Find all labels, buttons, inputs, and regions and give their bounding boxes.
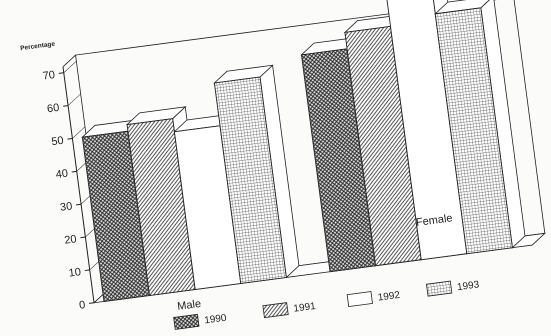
- y-tick-depth: [67, 93, 81, 106]
- legend-item-1993: 1993: [426, 279, 480, 297]
- y-tick-mark: [71, 170, 77, 173]
- y-tick-mark: [80, 236, 86, 239]
- category-labels: Male Female: [177, 212, 454, 313]
- legend-label: 1992: [377, 290, 401, 304]
- y-tick-depth: [72, 126, 86, 139]
- legend-swatch: [262, 302, 289, 319]
- legend: 1990 1991 1992 1993: [173, 279, 480, 330]
- y-tick-mark: [84, 269, 90, 272]
- legend-item-1990: 1990: [173, 313, 228, 330]
- legend-swatch: [173, 313, 200, 330]
- legend-label: 1993: [456, 279, 480, 293]
- y-tick-label: 30: [59, 200, 73, 213]
- bar-front: [434, 7, 513, 255]
- y-tick-mark: [89, 302, 95, 304]
- legend-item-1991: 1991: [262, 301, 317, 319]
- y-tick-label: 50: [51, 135, 65, 148]
- bar-male-1993: [213, 64, 300, 284]
- y-tick-mark: [67, 137, 73, 140]
- bars-group: [81, 0, 526, 302]
- bar-female-1993: [434, 0, 526, 255]
- legend-label: 1991: [293, 301, 317, 315]
- y-axis-top-edge: [62, 54, 76, 68]
- y-axis-line: [62, 66, 95, 303]
- y-tick-label: 10: [68, 266, 82, 279]
- y-tick-mark: [76, 203, 82, 206]
- category-label-male: Male: [177, 298, 202, 313]
- y-tick-label: 70: [42, 69, 56, 82]
- y-tick-label: 0: [78, 299, 86, 312]
- y-tick-label: 40: [55, 168, 69, 181]
- category-label-female: Female: [415, 212, 453, 229]
- bar-front: [213, 76, 287, 284]
- y-tick-mark: [58, 72, 64, 74]
- legend-item-1992: 1992: [346, 290, 401, 308]
- legend-swatch: [426, 280, 453, 297]
- y-tick-depth: [63, 60, 77, 73]
- y-axis-label: Percentage: [20, 41, 56, 53]
- y-tick-label: 20: [64, 233, 78, 246]
- y-tick-mark: [63, 105, 69, 107]
- legend-swatch: [346, 291, 373, 308]
- y-tick-label: 60: [46, 102, 60, 115]
- legend-label: 1990: [204, 313, 228, 327]
